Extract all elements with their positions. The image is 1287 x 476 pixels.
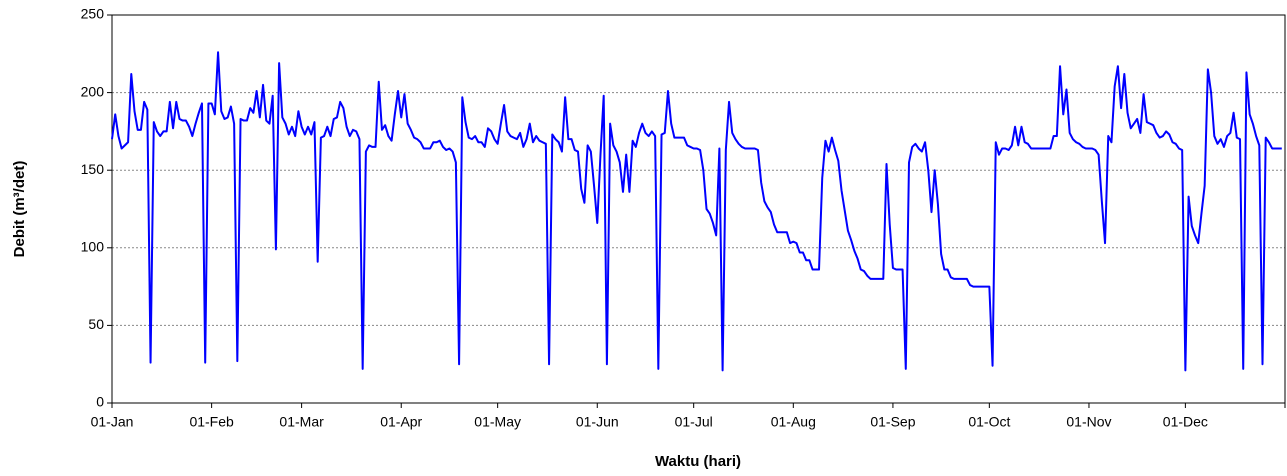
y-tick-label: 200 [81,83,105,99]
x-tick-label: 01-Dec [1163,414,1208,430]
x-axis-label: Waktu (hari) [655,453,741,470]
x-tick-label: 01-Jan [91,414,134,430]
x-tick-label: 01-Feb [189,414,234,430]
y-tick-label: 50 [88,316,104,332]
x-tick-label: 01-Mar [279,414,324,430]
x-tick-label: 01-Aug [771,414,816,430]
x-tick-label: 01-Jul [675,414,713,430]
y-tick-label: 150 [81,161,105,177]
y-tick-label: 250 [81,6,105,22]
x-tick-label: 01-May [474,414,521,430]
x-tick-label: 01-Sep [870,414,915,430]
y-axis-label: Debit (m³/det) [11,161,28,258]
y-tick-label: 100 [81,239,105,255]
x-tick-label: 01-Apr [380,414,422,430]
x-tick-label: 01-Oct [968,414,1010,430]
x-tick-label: 01-Jun [576,414,619,430]
plot-frame [111,14,1286,404]
y-tick-label: 0 [96,394,104,410]
data-line [111,51,1282,372]
x-tick-label: 01-Nov [1066,414,1111,430]
